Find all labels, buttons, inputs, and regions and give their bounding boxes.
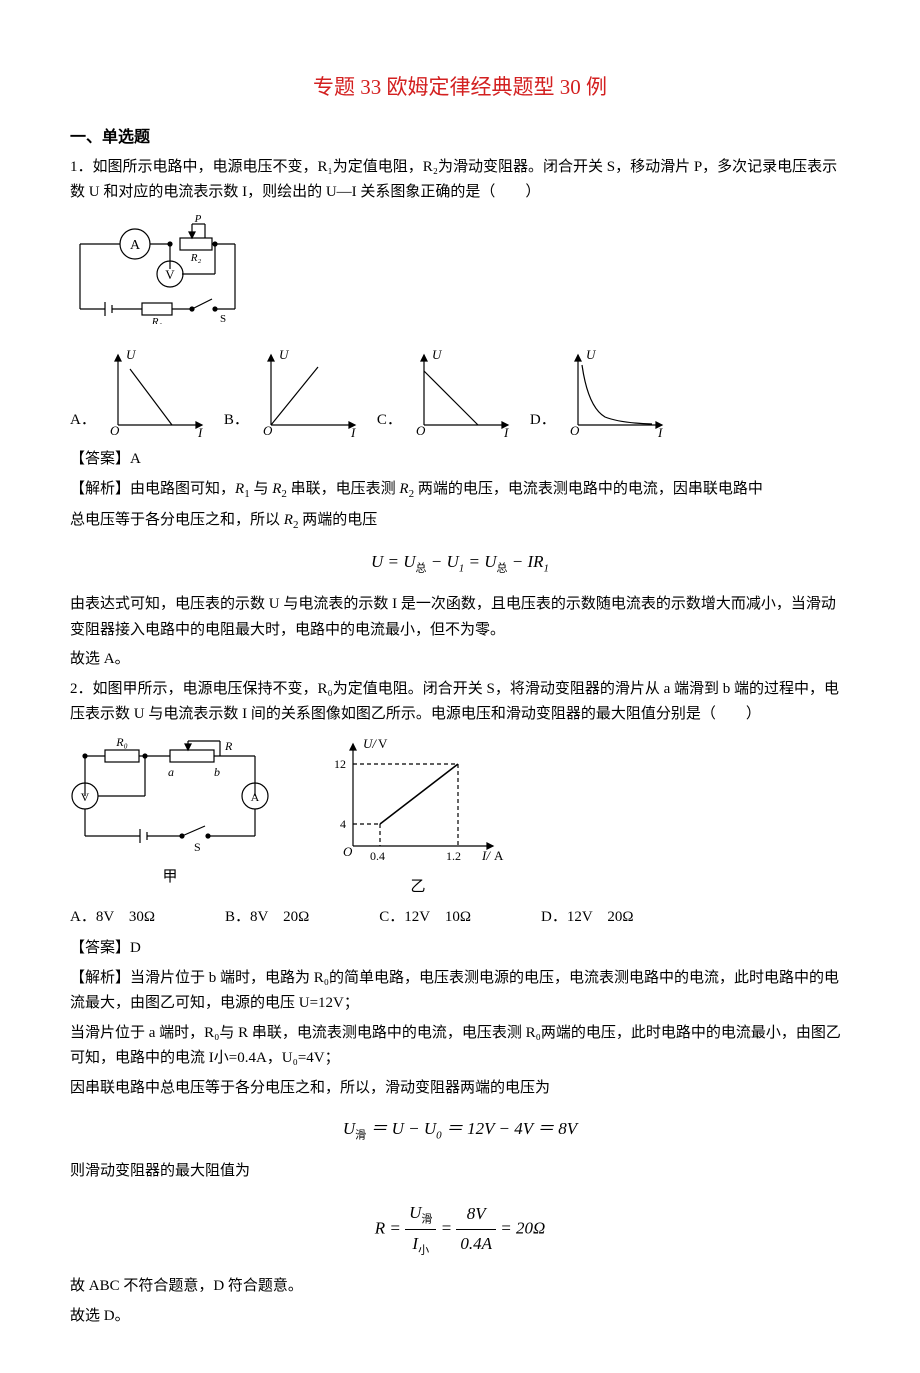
svg-text:O: O (570, 423, 580, 437)
svg-text:S: S (194, 840, 201, 854)
q2-graph: U/ V I/ A O 12 4 0.4 1.2 乙 (318, 736, 508, 901)
q2-explain2: 当滑片位于 a 端时，R₀与 R 串联，电流表测电路中的电流，电压表测 R₀两端… (70, 1021, 850, 1072)
svg-text:I: I (197, 425, 203, 437)
q2-opt-d: D．12V 20Ω (541, 905, 634, 931)
svg-text:a: a (168, 765, 174, 779)
svg-text:I: I (350, 425, 356, 437)
xtick-0.4: 0.4 (370, 849, 385, 863)
q1-explain-line2: 总电压等于各分电压之和，所以 R2 两端的电压 (70, 508, 850, 535)
q2-opt-c: C．12V 10Ω (379, 905, 471, 931)
svg-text:U: U (586, 347, 597, 362)
q1-circuit-diagram: A V R₂ P R₁ (70, 214, 850, 334)
page-title: 专题 33 欧姆定律经典题型 30 例 (70, 70, 850, 106)
q2-opt-a: A．8V 30Ω (70, 905, 155, 931)
q2-formula2: R = U滑 I小 = 8V 0.4A = 20Ω (70, 1199, 850, 1260)
q1-graph-a: O U I (100, 347, 210, 437)
q2-explain4: 则滑动变阻器的最大阻值为 (70, 1159, 850, 1185)
svg-text:V: V (165, 267, 175, 282)
section-heading: 一、单选题 (70, 124, 850, 151)
svg-text:R₂: R₂ (190, 252, 202, 264)
q2-formula1: U滑 ＝ U − U0 ＝ 12V − 4V ＝ 8V (70, 1115, 850, 1145)
svg-text:O: O (110, 423, 120, 437)
q2-explain5: 故 ABC 不符合题意，D 符合题意。 (70, 1274, 850, 1300)
q1-opt-d-label: D． (530, 408, 556, 434)
svg-text:I: I (657, 425, 663, 437)
svg-text:O: O (343, 844, 353, 859)
ytick-12: 12 (334, 757, 346, 771)
svg-text:I: I (503, 425, 509, 437)
svg-text:V: V (81, 790, 90, 804)
q2-explain1: 【解析】当滑片位于 b 端时，电路为 R₀的简单电路，电压表测电源的电压，电流表… (70, 966, 850, 1017)
svg-text:A: A (130, 238, 141, 253)
q1-options: A． O U I B． O U I (70, 347, 850, 437)
q2-explain3: 因串联电路中总电压等于各分电压之和，所以，滑动变阻器两端的电压为 (70, 1076, 850, 1102)
q1-opt-b-label: B． (224, 408, 249, 434)
q1-explain-line1: 【解析】由电路图可知，R1 与 R2 串联，电压表测 R2 两端的电压，电流表测… (70, 477, 850, 504)
svg-text:V: V (378, 736, 388, 751)
q1-answer: 【答案】A (70, 447, 850, 473)
q1-stem: 1．如图所示电路中，电源电压不变，R₁为定值电阻，R₂为滑动变阻器。闭合开关 S… (70, 155, 850, 206)
q1-formula: U = U总 − U1 = U总 − IR1 (70, 548, 850, 578)
svg-text:O: O (416, 423, 426, 437)
q1-explain4: 故选 A。 (70, 647, 850, 673)
svg-text:U: U (432, 347, 443, 362)
q1-explain3: 由表达式可知，电压表的示数 U 与电流表的示数 I 是一次函数，且电压表的示数随… (70, 592, 850, 643)
svg-text:I/: I/ (481, 848, 491, 863)
svg-text:U: U (279, 347, 290, 362)
svg-text:R₁: R₁ (151, 316, 163, 324)
q2-circuit-diagram: R₀ R A a b (70, 736, 270, 891)
q1-graph-d: O U I (560, 347, 670, 437)
svg-text:U: U (126, 347, 137, 362)
q2-options: A．8V 30Ω B．8V 20Ω C．12V 10Ω D．12V 20Ω (70, 905, 850, 931)
svg-text:R: R (224, 739, 233, 753)
q1-opt-a-label: A． (70, 408, 96, 434)
q2-stem: 2．如图甲所示，电源电压保持不变，R₀为定值电阻。闭合开关 S，将滑动变阻器的滑… (70, 677, 850, 728)
svg-text:b: b (214, 765, 220, 779)
q2-caption-b: 乙 (398, 875, 438, 901)
xtick-1.2: 1.2 (446, 849, 461, 863)
svg-text:S: S (220, 313, 226, 324)
q2-opt-b: B．8V 20Ω (225, 905, 309, 931)
svg-text:A: A (251, 790, 260, 804)
q1-opt-c-label: C． (377, 408, 402, 434)
q2-caption-a: 甲 (150, 865, 190, 891)
q2-explain6: 故选 D。 (70, 1304, 850, 1330)
q1-graph-c: O U I (406, 347, 516, 437)
svg-text:R₀: R₀ (115, 736, 128, 749)
svg-text:U/: U/ (363, 736, 377, 751)
svg-text:A: A (494, 848, 504, 863)
q2-answer: 【答案】D (70, 936, 850, 962)
q1-graph-b: O U I (253, 347, 363, 437)
ytick-4: 4 (340, 817, 346, 831)
svg-text:P: P (194, 214, 202, 225)
